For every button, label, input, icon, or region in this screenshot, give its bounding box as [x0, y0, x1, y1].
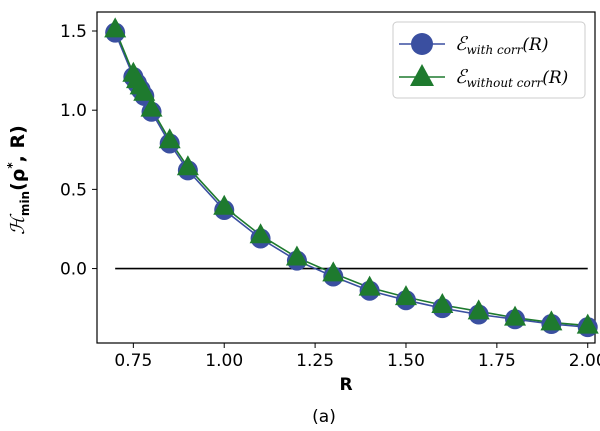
- y-axis-label-star: *: [5, 162, 19, 169]
- x-tick-label: 1.25: [296, 351, 334, 371]
- y-axis-label-rho: ρ: [7, 169, 29, 183]
- data-point-without-corr: [394, 285, 417, 306]
- data-point-without-corr: [249, 223, 272, 244]
- y-tick-label: 0.0: [60, 260, 87, 280]
- data-point-without-corr: [104, 17, 127, 38]
- legend: ℰwith corr(R) ℰwithout corr(R): [392, 21, 586, 99]
- data-point-without-corr: [504, 305, 527, 326]
- x-tick-label: 0.75: [114, 351, 152, 371]
- data-point-without-corr: [540, 310, 563, 331]
- x-tick-label: 2.00: [569, 351, 600, 371]
- legend-box: [392, 21, 586, 99]
- data-point-without-corr: [467, 299, 490, 320]
- x-axis-label: R: [339, 375, 352, 395]
- legend-marker-triangle: [410, 64, 434, 86]
- y-axis-label-script: ℋ: [7, 213, 29, 235]
- data-point-without-corr: [133, 80, 156, 101]
- x-tick-label: 1.75: [478, 351, 516, 371]
- y-tick-label: 1.0: [60, 101, 87, 121]
- y-axis-label-rest: , R): [7, 125, 29, 162]
- data-point-without-corr: [358, 275, 381, 296]
- y-axis-ticks: 0.0 0.5 1.0 1.5: [60, 22, 97, 280]
- y-axis-label: ℋmin(ρ*, R): [5, 125, 32, 235]
- data-point-without-corr: [140, 96, 163, 117]
- legend-entry-with-corr: ℰwith corr(R): [399, 33, 549, 57]
- data-point-without-corr: [158, 128, 181, 149]
- legend-marker-circle: [411, 33, 433, 55]
- y-axis-label-sub: min: [18, 191, 32, 216]
- y-tick-label: 1.5: [60, 22, 87, 42]
- data-point-without-corr: [576, 313, 599, 334]
- y-axis-label-open: (: [7, 182, 29, 191]
- legend-label-without-corr: ℰwithout corr(R): [455, 66, 568, 90]
- figure-caption: (a): [312, 407, 336, 427]
- data-point-without-corr: [431, 292, 454, 313]
- legend-entry-without-corr: ℰwithout corr(R): [399, 64, 568, 90]
- x-tick-label: 1.50: [387, 351, 425, 371]
- data-point-without-corr: [176, 155, 199, 176]
- x-tick-label: 1.00: [205, 351, 243, 371]
- x-axis-ticks: 0.75 1.00 1.25 1.50 1.75 2.00: [114, 343, 600, 371]
- data-point-without-corr: [285, 245, 308, 266]
- data-point-without-corr: [322, 261, 345, 282]
- series-layer: [104, 17, 599, 338]
- data-point-without-corr: [213, 194, 236, 215]
- legend-label-with-corr: ℰwith corr(R): [455, 33, 549, 57]
- y-tick-label: 0.5: [60, 180, 87, 200]
